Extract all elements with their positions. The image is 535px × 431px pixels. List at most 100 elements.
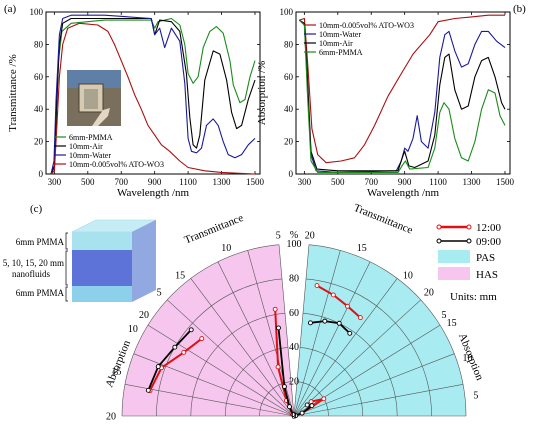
panel-a-series-line-2 bbox=[50, 14, 256, 175]
has-spoke bbox=[247, 250, 295, 417]
legend-has-label: HAS bbox=[476, 269, 498, 281]
radar-series bbox=[145, 283, 363, 419]
photo-inset bbox=[67, 70, 121, 126]
panel-a-xtick-label: 500 bbox=[81, 177, 95, 187]
panel-a-legend-label-3: 10mm-0.005vol% ATO-WO3 bbox=[69, 160, 164, 169]
glazing-stack-diagram: 6mm PMMA 5, 10, 15, 20 mm nanofluids 6mm… bbox=[3, 219, 157, 302]
legend-morning-marker-right bbox=[466, 238, 472, 244]
has-spoke bbox=[217, 261, 295, 417]
stack-brace-top bbox=[65, 232, 68, 250]
radar-point-0 bbox=[181, 349, 187, 355]
panel-a-ytick-label: 80 bbox=[34, 39, 44, 49]
radar-line-1-3 bbox=[147, 329, 192, 391]
radar-base bbox=[121, 244, 467, 417]
panel-a-ytick-label: 60 bbox=[34, 72, 44, 82]
panel-a-frame bbox=[45, 11, 261, 175]
panel-a-tag: (a) bbox=[4, 3, 17, 15]
pas-transmittance-tick: 5 bbox=[442, 310, 447, 321]
has-spoke bbox=[124, 383, 295, 417]
panel-b-xtick-label: 1300 bbox=[463, 177, 482, 187]
radar-line-0-3 bbox=[149, 337, 203, 392]
photo-hand bbox=[92, 108, 110, 126]
has-absorption-tick: 10 bbox=[128, 324, 138, 335]
stack-label-bottom: 6mm PMMA bbox=[16, 288, 65, 298]
panel-a-xtick-label: 700 bbox=[114, 177, 128, 187]
panel-b-ylabel: Absorption /% bbox=[256, 61, 268, 125]
panel-b-tag: (b) bbox=[513, 3, 526, 15]
panel-b-xtick-label: 300 bbox=[298, 177, 312, 187]
pas-absorption-tick: 10 bbox=[463, 353, 473, 364]
pas-spoke bbox=[293, 353, 455, 417]
pas-spoke bbox=[293, 261, 371, 417]
panel-a-ytick-label: 0 bbox=[39, 169, 44, 179]
pas-absorption-tick: 20 bbox=[424, 287, 434, 298]
panel-b-xtick-label: 1100 bbox=[429, 177, 447, 187]
panel-b-series-line-0 bbox=[299, 14, 505, 164]
radar-point-1 bbox=[145, 387, 151, 393]
panel-b-absorption-chart: 300 500 700 900 1100 1300 1500 0 20 40 60 80 100 Wav… bbox=[256, 3, 526, 199]
has-absorption-tick: 20 bbox=[106, 411, 116, 422]
panel-b-xtick-label: 900 bbox=[398, 177, 412, 187]
radar-point-1 bbox=[336, 320, 342, 326]
radar-point-0 bbox=[330, 292, 336, 298]
radial-tick-label: 0 bbox=[292, 411, 297, 422]
radar-line-1-2 bbox=[277, 327, 294, 415]
units-label: Units: mm bbox=[450, 291, 497, 303]
legend-pas-swatch bbox=[438, 250, 470, 263]
has-transmittance-tick: 5 bbox=[276, 231, 281, 242]
panel-a-xtick-label: 900 bbox=[148, 177, 162, 187]
pas-transmittance-tick: 15 bbox=[357, 243, 367, 254]
panel-b-ticks: 300 500 700 900 1100 1300 1500 0 20 40 60 80 100 bbox=[280, 7, 515, 187]
stack-nanofluid-layer bbox=[72, 250, 132, 286]
panel-b-series bbox=[298, 14, 506, 173]
stack-label-top: 6mm PMMA bbox=[16, 237, 65, 247]
pas-transmittance-tick: 10 bbox=[403, 270, 413, 281]
radar-line-1-0 bbox=[310, 320, 351, 334]
radar-point-1 bbox=[309, 403, 315, 409]
stack-label-middle-2: nanofluids bbox=[12, 269, 50, 279]
has-spoke bbox=[278, 244, 295, 417]
panel-b-ytick-label: 60 bbox=[284, 72, 294, 82]
stack-top-pmma bbox=[72, 232, 132, 250]
panel-a-xtick-label: 300 bbox=[48, 177, 62, 187]
pas-transmittance-tick: 20 bbox=[305, 231, 315, 242]
panel-a-legend-label-2: 10mm-Water bbox=[69, 151, 111, 160]
panel-b-frame bbox=[295, 11, 511, 175]
radar-point-1 bbox=[290, 412, 296, 418]
panel-a-series-line-3 bbox=[50, 22, 256, 175]
legend-noon-marker-left bbox=[436, 224, 442, 230]
panel-a-series-line-0 bbox=[50, 17, 256, 175]
legend-morning-label: 09:00 bbox=[476, 236, 502, 248]
has-transmittance-tick: 15 bbox=[175, 270, 185, 281]
panel-b-xtick-label: 500 bbox=[331, 177, 345, 187]
stack-side-face bbox=[132, 220, 156, 302]
panel-a-legend: 6mm-PMMA10mm-Air10mm-Water10mm-0.005vol%… bbox=[54, 133, 164, 169]
panel-a-xtick-label: 1300 bbox=[213, 177, 232, 187]
radial-tick-label: 20 bbox=[289, 377, 299, 388]
pas-sector bbox=[294, 244, 466, 416]
radar-point-1 bbox=[304, 402, 310, 408]
radar-point-1 bbox=[281, 384, 287, 390]
radar-point-0 bbox=[345, 303, 350, 309]
panel-a-ticks: 300 500 700 900 1100 1300 1500 0 20 40 60 80 100 bbox=[30, 7, 265, 187]
panel-b-xtick-label: 700 bbox=[364, 177, 378, 187]
panel-a-ylabel: Transmittance /% bbox=[7, 54, 19, 132]
radar-point-1 bbox=[276, 325, 281, 331]
stack-bottom-pmma bbox=[72, 286, 132, 302]
radial-tick-label: 60 bbox=[289, 308, 299, 319]
panel-a-ytick-label: 40 bbox=[34, 104, 44, 114]
radar-point-1 bbox=[188, 327, 194, 333]
panel-b-ytick-label: 20 bbox=[284, 137, 294, 147]
panel-a-series-line-1 bbox=[50, 17, 256, 175]
panel-c-legend: 12:00 09:00 PAS HAS Units: mm bbox=[436, 222, 502, 303]
radar-point-0 bbox=[321, 396, 327, 402]
radar-line-0-0 bbox=[316, 284, 362, 319]
radar-point-0 bbox=[357, 315, 363, 321]
legend-pas-label: PAS bbox=[476, 252, 495, 264]
radial-tick-label: 100 bbox=[287, 239, 302, 250]
panel-a-series bbox=[50, 14, 256, 175]
panel-b-legend-label-1: 10mm-Water bbox=[319, 30, 361, 39]
radar-point-1 bbox=[155, 364, 161, 370]
